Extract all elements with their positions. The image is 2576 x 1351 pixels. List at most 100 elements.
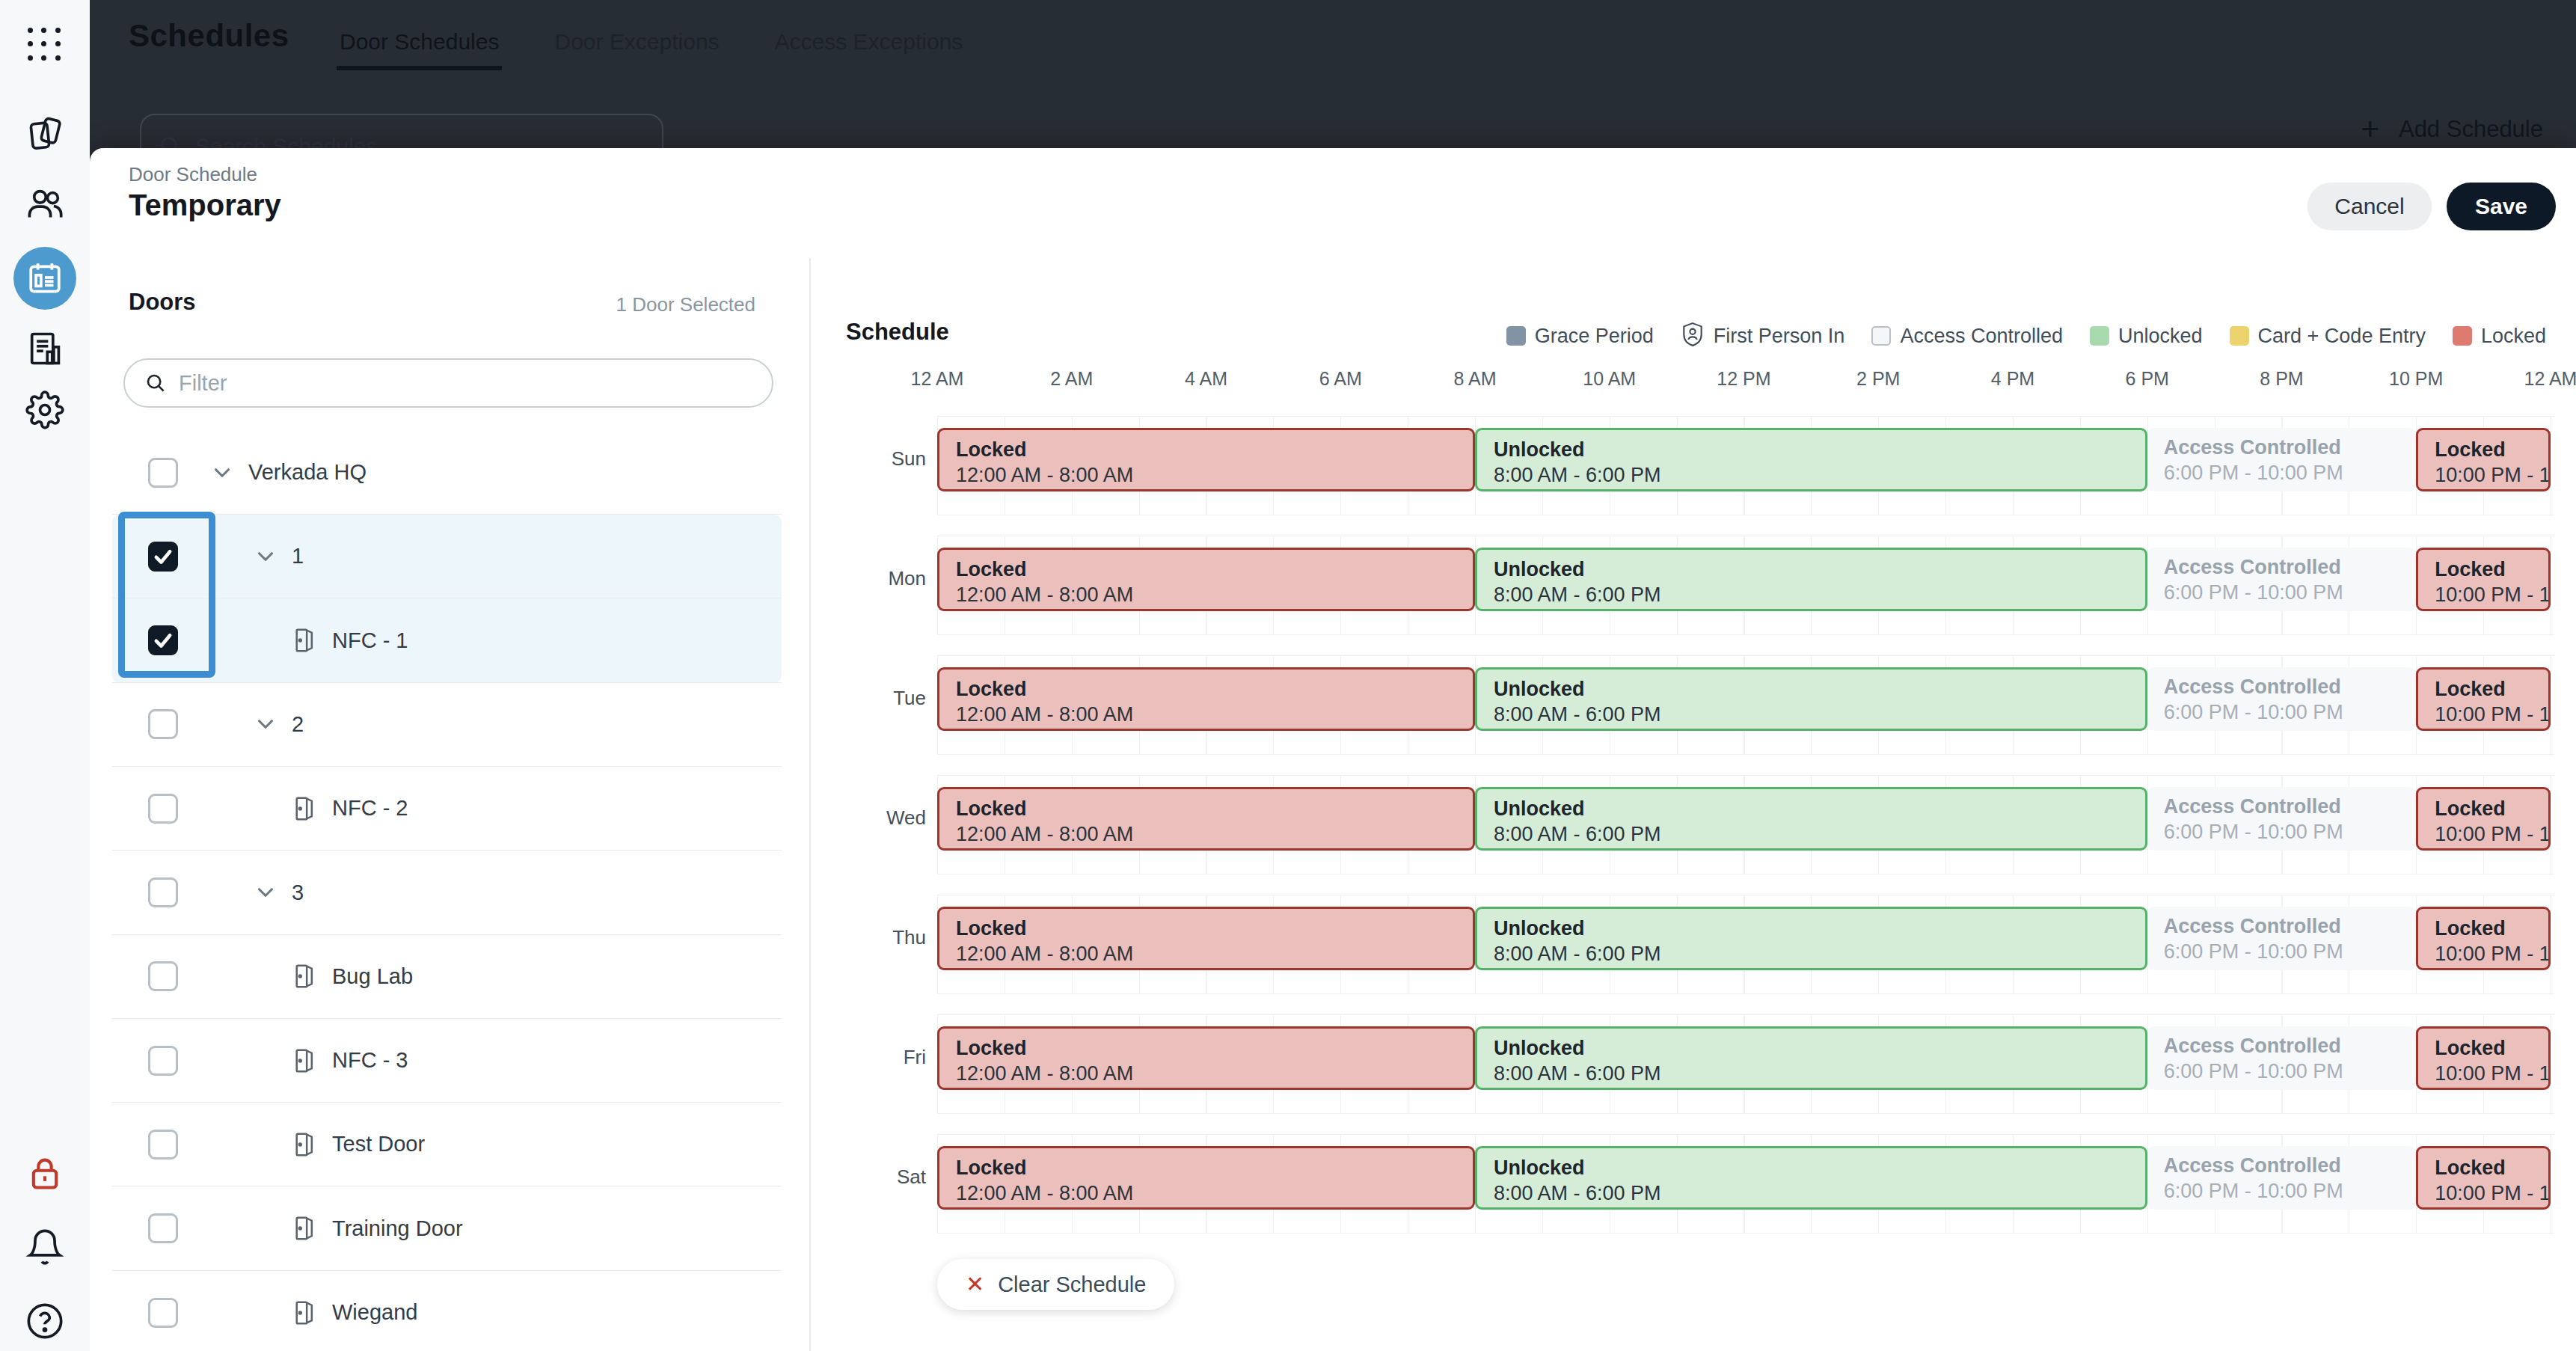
door-icon [290, 1047, 319, 1075]
door-icon [290, 1130, 319, 1159]
legend-label: Card + Code Entry [2258, 325, 2426, 348]
clear-schedule-button[interactable]: ✕ Clear Schedule [937, 1259, 1174, 1310]
checkbox-3[interactable] [148, 877, 178, 907]
schedule-block-sat-unlocked-8[interactable]: Unlocked8:00 AM - 6:00 PM [1475, 1146, 2147, 1210]
schedule-block-tue-access-controlled-18[interactable]: Access Controlled6:00 PM - 10:00 PM [2147, 667, 2417, 731]
door-tree-row-verkada-hq[interactable]: Verkada HQ [112, 431, 782, 515]
schedule-block-mon-locked-22[interactable]: Locked10:00 PM - 12:00 AM [2416, 548, 2551, 611]
legend-label: Locked [2481, 325, 2546, 348]
schedule-block-sun-locked-22[interactable]: Locked10:00 PM - 12:00 AM [2416, 428, 2551, 491]
schedule-row-sun[interactable]: Locked12:00 AM - 8:00 AMUnlocked8:00 AM … [937, 416, 2554, 515]
checkbox-2[interactable] [148, 709, 178, 739]
tab-access-exceptions[interactable]: Access Exceptions [772, 29, 966, 70]
door-icon [290, 962, 319, 990]
schedule-block-mon-locked-0[interactable]: Locked12:00 AM - 8:00 AM [937, 548, 1475, 611]
add-schedule-button[interactable]: + Add Schedule [2361, 114, 2543, 145]
door-tree-row-2[interactable]: 2 [112, 683, 782, 767]
block-time-range: 10:00 PM - 12:00 AM [2435, 582, 2548, 607]
door-tree-row-test-door[interactable]: Test Door [112, 1103, 782, 1186]
schedule-block-sun-locked-0[interactable]: Locked12:00 AM - 8:00 AM [937, 428, 1475, 491]
checkbox-wiegand[interactable] [148, 1298, 178, 1328]
checkbox-nfc-3[interactable] [148, 1046, 178, 1076]
schedules-calendar-icon[interactable] [13, 247, 76, 310]
checkbox-training-door[interactable] [148, 1213, 178, 1243]
block-state: Locked [956, 1035, 1473, 1061]
chevron-down-icon[interactable] [253, 711, 278, 737]
schedule-row-thu[interactable]: Locked12:00 AM - 8:00 AMUnlocked8:00 AM … [937, 895, 2554, 994]
block-state: Locked [2435, 557, 2548, 582]
door-tree-row-training-door[interactable]: Training Door [112, 1187, 782, 1271]
door-filter-box[interactable] [123, 358, 773, 408]
checkbox-nfc-2[interactable] [148, 794, 178, 824]
header-tabs: Door Schedules Door Exceptions Access Exce… [337, 29, 966, 70]
screen: Schedules Door SchedulesDoor ExceptionsA… [0, 0, 2576, 1351]
schedule-block-tue-locked-22[interactable]: Locked10:00 PM - 12:00 AM [2416, 667, 2551, 731]
panel-divider [809, 258, 811, 1351]
block-state: Access Controlled [2164, 554, 2417, 580]
schedule-block-thu-locked-22[interactable]: Locked10:00 PM - 12:00 AM [2416, 907, 2551, 970]
checkbox-verkada-hq[interactable] [148, 458, 178, 488]
schedule-block-mon-access-controlled-18[interactable]: Access Controlled6:00 PM - 10:00 PM [2147, 548, 2417, 611]
schedule-block-thu-unlocked-8[interactable]: Unlocked8:00 AM - 6:00 PM [1475, 907, 2147, 970]
door-tree-row-3[interactable]: 3 [112, 851, 782, 935]
help-icon[interactable] [25, 1302, 64, 1341]
block-time-range: 6:00 PM - 10:00 PM [2164, 939, 2417, 964]
chevron-down-icon[interactable] [253, 544, 278, 569]
schedule-block-wed-unlocked-8[interactable]: Unlocked8:00 AM - 6:00 PM [1475, 787, 2147, 851]
settings-gear-icon[interactable] [25, 390, 64, 429]
doors-selected-count: 1 Door Selected [129, 293, 755, 316]
block-state: Locked [2435, 796, 2548, 821]
tab-door-exceptions[interactable]: Door Exceptions [551, 29, 722, 70]
schedule-block-mon-unlocked-8[interactable]: Unlocked8:00 AM - 6:00 PM [1475, 548, 2147, 611]
badge-icon[interactable] [25, 114, 64, 153]
schedule-row-fri[interactable]: Locked12:00 AM - 8:00 AMUnlocked8:00 AM … [937, 1014, 2554, 1114]
chevron-down-icon[interactable] [209, 460, 235, 485]
filter-input[interactable] [177, 370, 716, 396]
checkbox-test-door[interactable] [148, 1130, 178, 1159]
chevron-down-icon[interactable] [253, 880, 278, 905]
lockdown-lock-icon[interactable] [25, 1154, 64, 1192]
schedule-block-tue-locked-0[interactable]: Locked12:00 AM - 8:00 AM [937, 667, 1475, 731]
cancel-button[interactable]: Cancel [2307, 183, 2432, 230]
block-state: Unlocked [1494, 1155, 2145, 1180]
schedule-row-wed[interactable]: Locked12:00 AM - 8:00 AMUnlocked8:00 AM … [937, 775, 2554, 874]
schedule-row-sat[interactable]: Locked12:00 AM - 8:00 AMUnlocked8:00 AM … [937, 1134, 2554, 1234]
door-tree-row-nfc-2[interactable]: NFC - 2 [112, 767, 782, 851]
schedule-block-fri-locked-22[interactable]: Locked10:00 PM - 12:00 AM [2416, 1026, 2551, 1090]
door-tree-row-nfc-3[interactable]: NFC - 3 [112, 1019, 782, 1103]
notifications-bell-icon[interactable] [25, 1228, 64, 1266]
schedule-block-wed-locked-0[interactable]: Locked12:00 AM - 8:00 AM [937, 787, 1475, 851]
schedule-block-fri-access-controlled-18[interactable]: Access Controlled6:00 PM - 10:00 PM [2147, 1026, 2417, 1090]
block-state: Access Controlled [2164, 913, 2417, 939]
legend-item-unlocked: Unlocked [2090, 325, 2203, 348]
schedule-block-wed-locked-22[interactable]: Locked10:00 PM - 12:00 AM [2416, 787, 2551, 851]
schedule-block-sat-access-controlled-18[interactable]: Access Controlled6:00 PM - 10:00 PM [2147, 1146, 2417, 1210]
door-tree-label: Test Door [332, 1132, 425, 1157]
schedule-block-sun-access-controlled-18[interactable]: Access Controlled6:00 PM - 10:00 PM [2147, 428, 2417, 491]
people-icon[interactable] [25, 184, 64, 223]
door-tree-row-bug-lab[interactable]: Bug Lab [112, 935, 782, 1019]
clear-x-icon: ✕ [966, 1273, 984, 1296]
tab-door-schedules[interactable]: Door Schedules [337, 29, 502, 70]
door-tree-row-wiegand[interactable]: Wiegand [112, 1271, 782, 1351]
schedule-block-thu-locked-0[interactable]: Locked12:00 AM - 8:00 AM [937, 907, 1475, 970]
schedule-block-tue-unlocked-8[interactable]: Unlocked8:00 AM - 6:00 PM [1475, 667, 2147, 731]
app-grid-icon[interactable] [25, 25, 64, 64]
schedule-block-fri-locked-0[interactable]: Locked12:00 AM - 8:00 AM [937, 1026, 1475, 1090]
schedule-block-sat-locked-0[interactable]: Locked12:00 AM - 8:00 AM [937, 1146, 1475, 1210]
schedule-row-mon[interactable]: Locked12:00 AM - 8:00 AMUnlocked8:00 AM … [937, 536, 2554, 635]
block-time-range: 6:00 PM - 10:00 PM [2164, 1178, 2417, 1204]
schedule-block-fri-unlocked-8[interactable]: Unlocked8:00 AM - 6:00 PM [1475, 1026, 2147, 1090]
schedule-row-tue[interactable]: Locked12:00 AM - 8:00 AMUnlocked8:00 AM … [937, 655, 2554, 755]
block-time-range: 8:00 AM - 6:00 PM [1494, 941, 2145, 966]
schedule-block-sat-locked-22[interactable]: Locked10:00 PM - 12:00 AM [2416, 1146, 2551, 1210]
checkbox-bug-lab[interactable] [148, 961, 178, 991]
schedule-block-wed-access-controlled-18[interactable]: Access Controlled6:00 PM - 10:00 PM [2147, 787, 2417, 851]
schedule-block-thu-access-controlled-18[interactable]: Access Controlled6:00 PM - 10:00 PM [2147, 907, 2417, 970]
schedule-legend: Grace PeriodFirst Person InAccess Contro… [1506, 322, 2546, 350]
reports-icon[interactable] [25, 329, 64, 368]
block-time-range: 12:00 AM - 8:00 AM [956, 1061, 1473, 1086]
hour-label-8: 4 PM [1991, 368, 2034, 390]
schedule-block-sun-unlocked-8[interactable]: Unlocked8:00 AM - 6:00 PM [1475, 428, 2147, 491]
save-button[interactable]: Save [2447, 183, 2556, 230]
